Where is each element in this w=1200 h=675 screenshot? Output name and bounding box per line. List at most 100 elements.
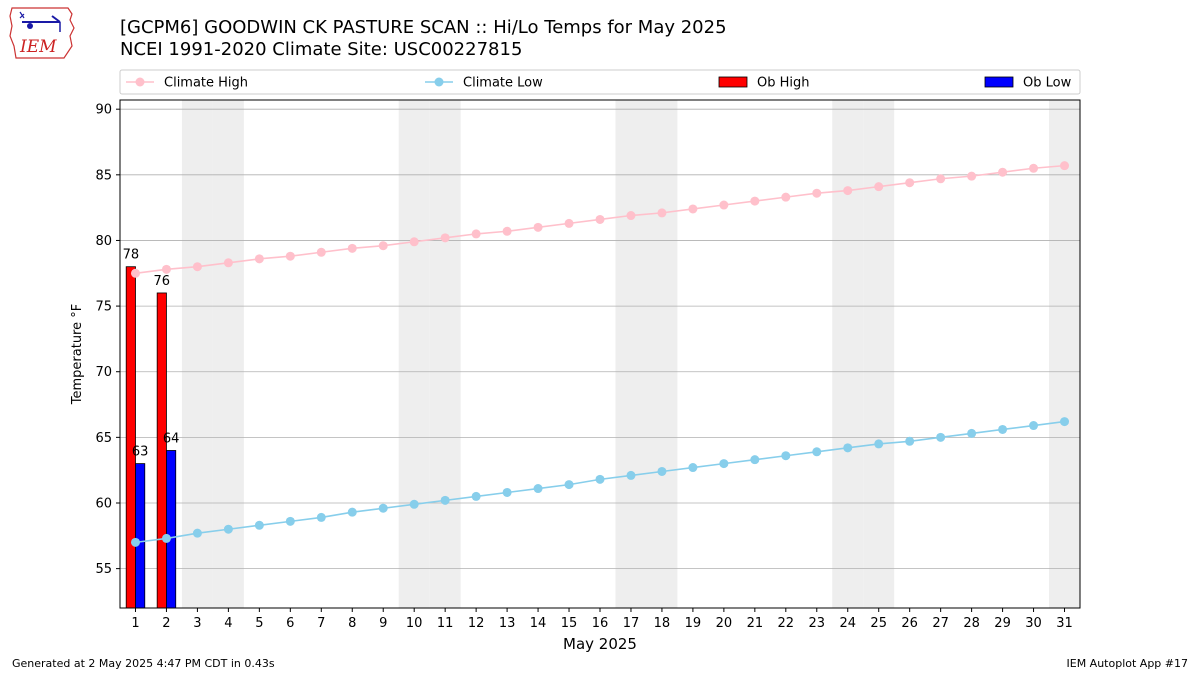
plot-area: [120, 100, 1080, 608]
climate-high-point: [533, 222, 543, 232]
climate-low-point: [843, 443, 853, 453]
weekend-band: [1049, 100, 1080, 608]
x-tick-label: 26: [901, 616, 918, 631]
x-tick-label: 30: [1025, 616, 1042, 631]
climate-low-point: [378, 503, 388, 513]
climate-low-point: [192, 528, 202, 538]
x-tick-label: 31: [1056, 616, 1073, 631]
climate-high-point: [626, 211, 636, 221]
chart-title: [GCPM6] GOODWIN CK PASTURE SCAN :: Hi/Lo…: [120, 17, 727, 38]
climate-high-point: [967, 171, 977, 181]
ob-high-bar: [125, 266, 136, 608]
climate-low-point: [471, 491, 481, 501]
generated-note: Generated at 2 May 2025 4:47 PM CDT in 0…: [12, 657, 275, 670]
climate-high-point: [285, 251, 295, 261]
climate-low-point: [905, 436, 915, 446]
x-tick-label: 12: [468, 616, 485, 631]
x-tick-label: 27: [932, 616, 949, 631]
ob-low-label: 64: [163, 431, 180, 446]
x-tick-label: 25: [870, 616, 887, 631]
climate-high-point: [595, 214, 605, 224]
climate-low-point: [285, 516, 295, 526]
climate-low-point: [1060, 417, 1070, 427]
climate-high-point: [936, 174, 946, 184]
y-axis-label: Temperature °F: [70, 304, 85, 405]
climate-high-point: [502, 226, 512, 236]
y-tick-label: 55: [95, 562, 112, 577]
climate-high-point: [750, 196, 760, 206]
y-tick-label: 90: [95, 103, 112, 118]
climate-high-point: [161, 264, 171, 274]
weekend-band: [832, 100, 864, 608]
weekend-band: [212, 100, 244, 608]
ob-low-bar: [166, 450, 177, 608]
climate-low-point: [595, 474, 605, 484]
climate-high-point: [688, 204, 698, 214]
climate-high-point: [781, 192, 791, 202]
x-tick-label: 23: [809, 616, 826, 631]
y-tick-label: 85: [95, 168, 112, 183]
weekend-band: [863, 100, 895, 608]
y-tick-label: 65: [95, 431, 112, 446]
climate-high-point: [657, 208, 667, 218]
legend-ob-low-label: Ob Low: [1023, 76, 1072, 91]
climate-high-point: [378, 241, 388, 251]
x-tick-label: 22: [778, 616, 795, 631]
x-tick-label: 13: [499, 616, 516, 631]
climate-high-point: [998, 167, 1008, 177]
climate-low-point: [409, 499, 419, 509]
climate-low-point: [719, 459, 729, 469]
climate-high-point: [409, 237, 419, 247]
climate-high-point: [223, 258, 233, 268]
climate-low-point: [936, 432, 946, 442]
x-tick-label: 7: [317, 616, 325, 631]
plot-frame: [119, 99, 1081, 609]
weekend-band: [646, 100, 678, 608]
x-tick-label: 9: [379, 616, 387, 631]
x-tick-label: 18: [654, 616, 671, 631]
climate-low-point: [1029, 421, 1039, 431]
weekend-band: [181, 100, 213, 608]
x-tick-label: 24: [839, 616, 856, 631]
x-tick-label: 1: [131, 616, 139, 631]
x-tick-label: 11: [437, 616, 454, 631]
y-tick-label: 80: [95, 234, 112, 249]
x-axis-label: May 2025: [563, 635, 637, 653]
x-tick-label: 8: [348, 616, 356, 631]
x-tick-label: 4: [224, 616, 232, 631]
climate-high-point: [905, 178, 915, 188]
y-tick-label: 75: [95, 300, 112, 315]
legend-ob-high-label: Ob High: [757, 76, 810, 91]
x-tick-label: 5: [255, 616, 263, 631]
weekend-band: [615, 100, 647, 608]
climate-low-point: [533, 484, 543, 494]
legend-climate-low-label: Climate Low: [463, 76, 543, 91]
x-tick-label: 6: [286, 616, 294, 631]
climate-high-point: [843, 186, 853, 196]
climate-high-point: [440, 233, 450, 243]
x-tick-label: 19: [685, 616, 702, 631]
climate-high-point: [1029, 163, 1039, 173]
climate-low-point: [688, 463, 698, 473]
climate-low-point: [440, 495, 450, 505]
x-tick-label: 10: [406, 616, 423, 631]
climate-high-point: [874, 182, 884, 192]
climate-low-point: [254, 520, 264, 530]
chart-subtitle: NCEI 1991-2020 Climate Site: USC00227815: [120, 39, 523, 60]
y-tick-label: 70: [95, 365, 112, 380]
ob-low-label: 63: [132, 445, 149, 460]
climate-low-point: [998, 424, 1008, 434]
climate-high-point: [347, 243, 357, 253]
ob-high-label: 76: [154, 274, 171, 289]
app-note: IEM Autoplot App #17: [1066, 657, 1189, 670]
climate-high-point: [192, 262, 202, 272]
legend-climate-high-label: Climate High: [164, 76, 248, 91]
climate-high-point: [719, 200, 729, 210]
climate-low-point: [967, 428, 977, 438]
legend-climate-low-marker: [434, 77, 444, 87]
climate-high-point: [254, 254, 264, 264]
climate-high-point: [316, 247, 326, 257]
climate-low-point: [130, 537, 140, 547]
x-tick-label: 14: [530, 616, 547, 631]
climate-low-point: [626, 470, 636, 480]
